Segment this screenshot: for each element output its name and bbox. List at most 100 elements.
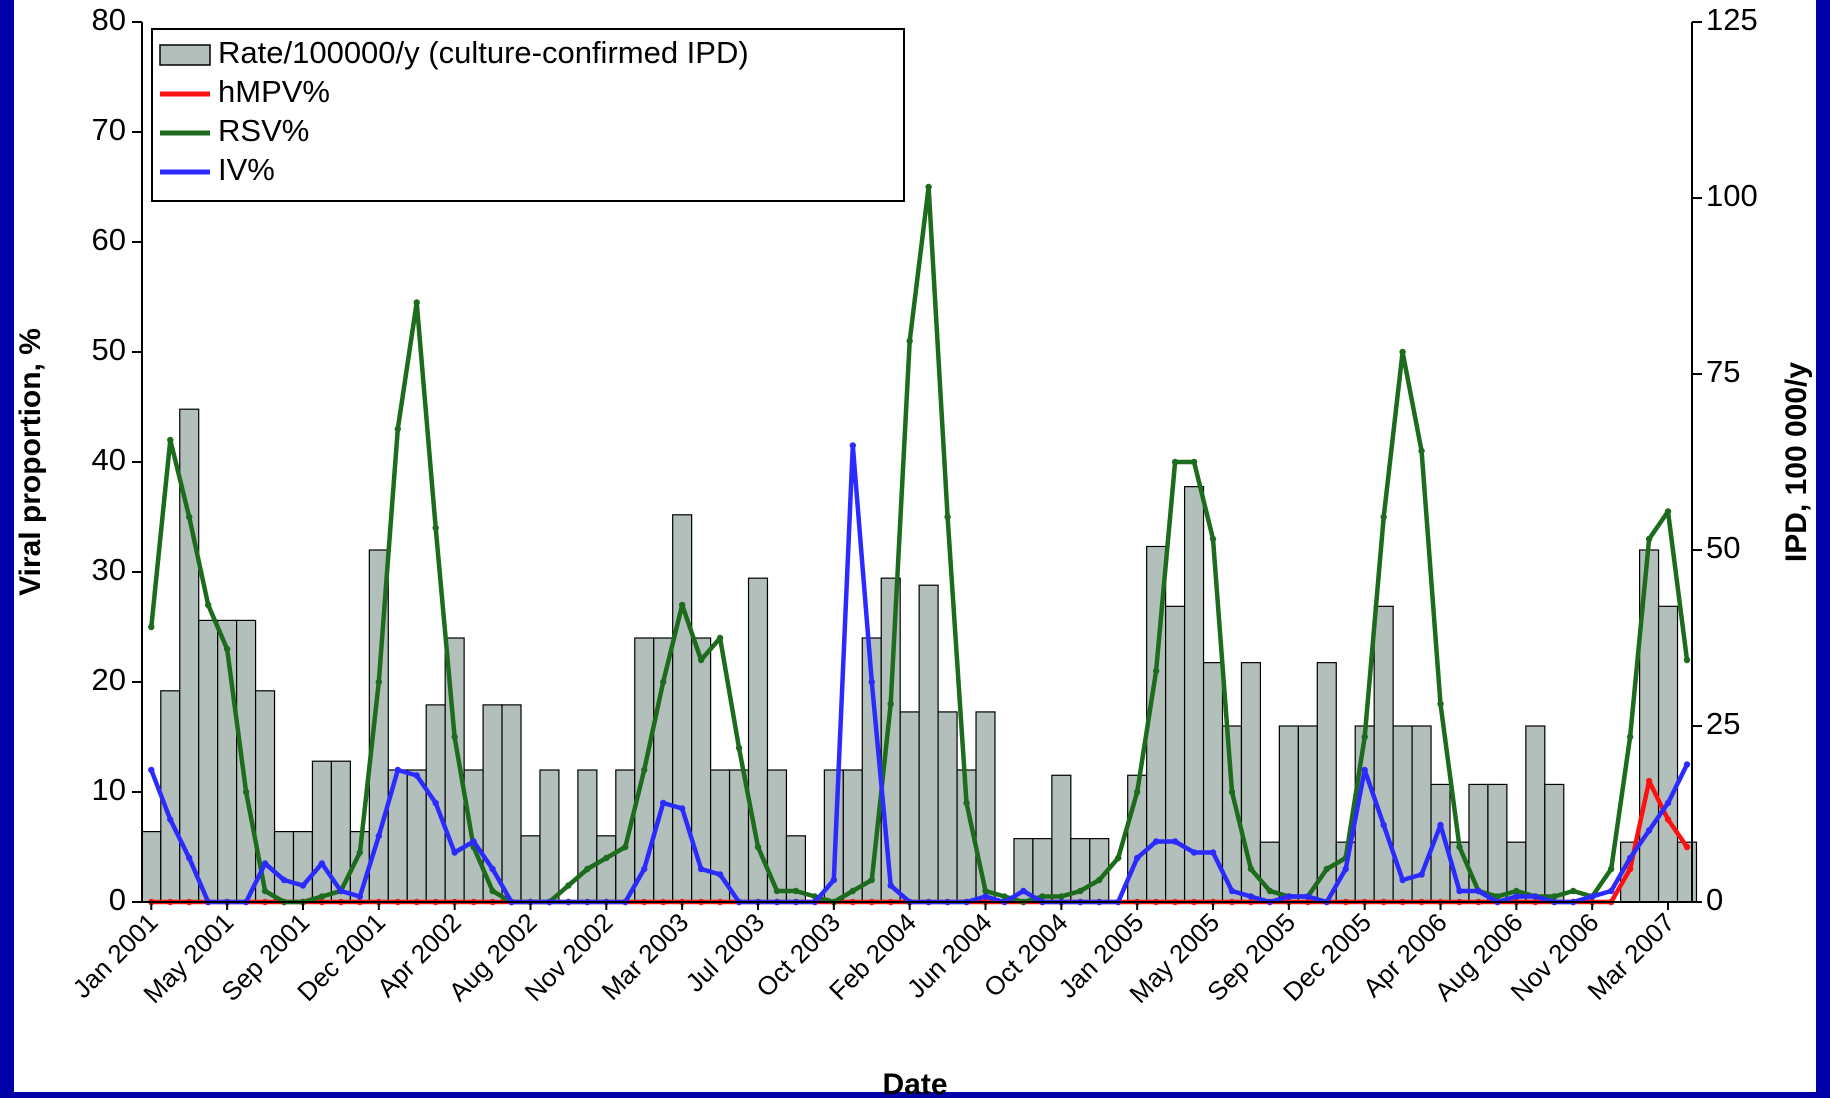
bar bbox=[596, 835, 617, 903]
bar bbox=[520, 835, 541, 903]
legend-label: hMPV% bbox=[218, 74, 330, 109]
series-line bbox=[149, 184, 1690, 905]
point bbox=[1247, 893, 1255, 900]
point bbox=[261, 887, 269, 895]
point bbox=[299, 882, 307, 889]
point bbox=[204, 601, 212, 609]
point bbox=[1418, 447, 1425, 455]
point bbox=[1020, 887, 1027, 895]
bar bbox=[918, 584, 939, 903]
point bbox=[470, 838, 477, 845]
point bbox=[242, 788, 250, 796]
point bbox=[1133, 854, 1141, 862]
point bbox=[1399, 876, 1406, 884]
point bbox=[1437, 700, 1444, 708]
point bbox=[1456, 887, 1463, 895]
y2-tick-label: 25 bbox=[1706, 706, 1740, 741]
bar bbox=[747, 577, 769, 903]
bar bbox=[292, 830, 314, 903]
point bbox=[1096, 876, 1103, 884]
y2-tick-label: 0 bbox=[1706, 882, 1723, 917]
point bbox=[1209, 849, 1217, 856]
point bbox=[1077, 887, 1084, 895]
point bbox=[186, 513, 193, 521]
y-tick-label: 40 bbox=[92, 442, 126, 477]
bar bbox=[937, 711, 958, 903]
point bbox=[1152, 667, 1160, 675]
point bbox=[735, 744, 743, 752]
point bbox=[318, 860, 326, 867]
y2-tick-label: 50 bbox=[1706, 530, 1740, 565]
point bbox=[1570, 887, 1577, 895]
point bbox=[1342, 865, 1349, 873]
point bbox=[1001, 893, 1008, 900]
y-tick-label: 70 bbox=[92, 112, 126, 147]
bar bbox=[899, 711, 920, 903]
bar bbox=[1468, 783, 1489, 903]
point bbox=[186, 854, 193, 862]
point bbox=[1171, 458, 1179, 466]
point bbox=[1058, 893, 1065, 900]
point bbox=[280, 876, 288, 884]
point bbox=[982, 893, 989, 900]
point bbox=[1513, 887, 1520, 895]
y-tick-label: 20 bbox=[92, 662, 126, 697]
point bbox=[1133, 788, 1141, 796]
point bbox=[1228, 788, 1236, 796]
point bbox=[697, 865, 705, 873]
point bbox=[1361, 766, 1368, 774]
y2-tick-label: 75 bbox=[1706, 354, 1740, 389]
point bbox=[1645, 777, 1653, 785]
point bbox=[660, 678, 667, 686]
point bbox=[849, 887, 856, 895]
bar bbox=[975, 711, 996, 903]
point bbox=[356, 893, 364, 900]
point bbox=[375, 832, 383, 840]
point bbox=[432, 524, 439, 532]
point bbox=[565, 882, 572, 889]
point bbox=[1228, 887, 1236, 895]
point bbox=[1589, 893, 1596, 900]
point bbox=[1399, 348, 1406, 356]
point bbox=[1285, 893, 1293, 900]
point bbox=[375, 678, 383, 686]
point bbox=[451, 733, 458, 741]
point bbox=[261, 860, 269, 867]
bar bbox=[198, 619, 219, 903]
y-tick-label: 60 bbox=[92, 222, 126, 257]
point bbox=[906, 337, 913, 345]
point bbox=[1190, 458, 1198, 466]
bar bbox=[1032, 838, 1053, 903]
y2-tick-label: 100 bbox=[1706, 178, 1758, 213]
bar bbox=[1051, 774, 1072, 903]
point bbox=[1626, 865, 1634, 873]
point bbox=[773, 887, 781, 895]
point bbox=[1171, 838, 1179, 845]
bar bbox=[501, 704, 522, 903]
bar bbox=[1487, 783, 1508, 903]
point bbox=[925, 183, 932, 191]
y-tick-label: 80 bbox=[92, 2, 126, 37]
point bbox=[887, 700, 894, 708]
point bbox=[1152, 838, 1160, 845]
legend-box bbox=[151, 28, 905, 202]
point bbox=[792, 887, 800, 895]
point bbox=[1380, 821, 1387, 829]
y-axis-label: Viral proportion, % bbox=[14, 328, 47, 596]
point bbox=[1437, 821, 1444, 829]
point bbox=[622, 843, 629, 851]
x-axis-label: Date bbox=[882, 1068, 947, 1098]
point bbox=[337, 887, 345, 895]
point bbox=[754, 843, 762, 851]
bar bbox=[311, 760, 333, 903]
point bbox=[489, 865, 496, 873]
point bbox=[1266, 887, 1274, 895]
point bbox=[1626, 733, 1634, 741]
point bbox=[1456, 843, 1463, 851]
bar bbox=[1183, 486, 1205, 903]
point bbox=[641, 766, 648, 774]
point bbox=[413, 772, 420, 779]
point bbox=[1418, 871, 1425, 878]
point bbox=[413, 299, 420, 306]
point bbox=[1494, 893, 1501, 900]
